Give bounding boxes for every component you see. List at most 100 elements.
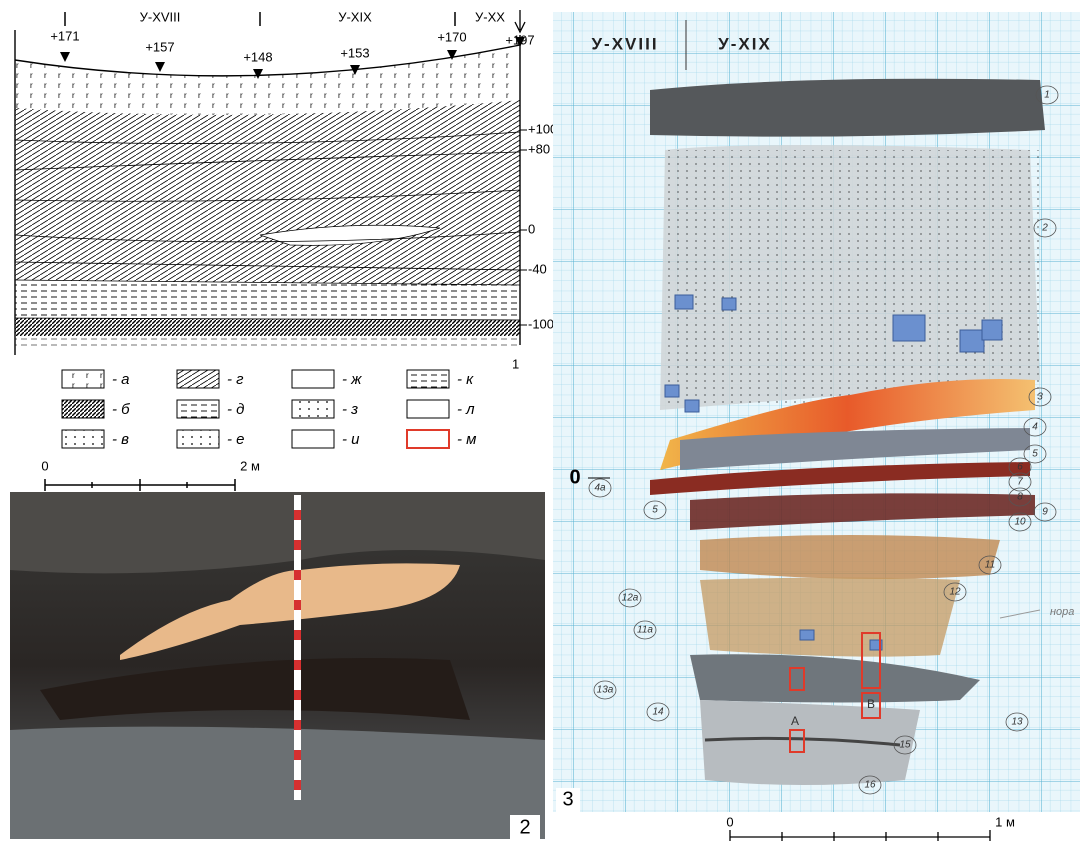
layer-13 — [690, 654, 980, 703]
legend-label: - м — [457, 431, 476, 448]
layer-11 — [700, 535, 1000, 579]
scale-bar — [729, 830, 991, 841]
legend-swatch — [176, 399, 220, 419]
panel-label: 2 — [519, 816, 530, 838]
layer-label: 2 — [1041, 223, 1048, 234]
layer-11a — [700, 577, 960, 657]
sample-box — [861, 692, 881, 719]
sample-box — [789, 667, 805, 691]
layer-label: 16 — [864, 780, 876, 791]
panel-section: +171+157+148 +153+170 +197+100+800-40-100 … — [14, 9, 557, 491]
scale-label: 0 — [726, 814, 733, 829]
note-leader — [999, 609, 1041, 619]
layer-circle — [1008, 512, 1032, 532]
marker — [515, 37, 525, 47]
legend-label: - и — [342, 431, 360, 448]
marker — [350, 65, 360, 75]
layer-circle — [618, 588, 642, 608]
legend-swatch — [176, 429, 220, 449]
layer-label: 11 — [985, 560, 995, 571]
layer-d-fill — [15, 336, 520, 350]
depth-label: +100 — [528, 121, 557, 136]
layer-circle — [1005, 712, 1029, 732]
square-label: А — [791, 714, 799, 728]
layer-label: 3 — [1037, 392, 1043, 403]
elevation: +171 — [50, 28, 79, 43]
sample-box — [789, 729, 805, 753]
layer-label: 13а — [597, 685, 614, 696]
layer-circle — [1023, 444, 1047, 464]
trench-label: У-XX — [475, 9, 505, 24]
layer-circle — [858, 775, 882, 795]
elevation: +153 — [340, 45, 369, 60]
legend-swatch — [61, 429, 105, 449]
depth-label: -40 — [528, 261, 547, 276]
legend-label: - а — [112, 371, 130, 388]
panel-label: 1 — [512, 356, 519, 371]
legend-swatch — [61, 399, 105, 419]
layer-label: 12а — [622, 593, 639, 604]
layer-circle — [943, 582, 967, 602]
legend-swatch — [176, 369, 220, 389]
scale-bar — [44, 479, 236, 491]
layer-circle — [593, 680, 617, 700]
legend-label: - к — [457, 371, 474, 388]
layer-circle — [643, 500, 667, 520]
label-bg — [510, 815, 540, 839]
layer-4 — [680, 428, 1030, 470]
dark-layer — [40, 658, 470, 720]
legend-label: - б — [112, 401, 130, 418]
surface — [14, 44, 521, 77]
square-label: В — [867, 697, 875, 711]
rod-marks — [294, 510, 301, 790]
trench-label: У-XIX — [718, 34, 772, 53]
depth-label: +80 — [528, 141, 550, 156]
layer-circle — [1008, 487, 1032, 507]
measuring-rod — [294, 495, 301, 800]
layer-circle — [1023, 417, 1047, 437]
layer-8 — [690, 493, 1035, 530]
legend-label: - з — [342, 401, 358, 418]
trench-separators — [64, 12, 456, 26]
marker — [253, 69, 263, 79]
legend-swatch — [61, 369, 105, 389]
layer-circle — [1033, 218, 1057, 238]
scale-label: 0 — [41, 458, 48, 473]
layer-label: 4а — [594, 483, 606, 494]
layer-circle — [588, 478, 612, 498]
layer-top-fill — [15, 45, 520, 115]
panel-drawing: У-XVIII У-XIX А В нора 0 123456789101112… — [553, 12, 1080, 841]
depth-label: 0 — [528, 221, 535, 236]
legend-swatch — [406, 369, 450, 389]
layer-label: 15 — [899, 740, 911, 751]
layer-1 — [650, 78, 1045, 137]
stones — [664, 294, 1003, 651]
layer-circle — [978, 555, 1002, 575]
legend-label: - л — [457, 401, 475, 418]
layer-label: 13 — [1011, 717, 1023, 728]
label-bg — [556, 788, 580, 812]
elevation: +148 — [243, 49, 272, 64]
legend: - а - б - в - г - д - е - ж - з - и - к - л - м — [61, 369, 476, 449]
layer-label: 5 — [652, 505, 658, 516]
trench-label: У-XIX — [338, 9, 372, 24]
layer-circle — [1033, 502, 1057, 522]
layer-15 — [704, 736, 901, 747]
panel-photo: 2 — [10, 492, 545, 839]
layer-b — [15, 318, 520, 336]
legend-swatch — [291, 399, 335, 419]
layer-circle — [1008, 472, 1032, 492]
layer-label: 7 — [1017, 477, 1023, 488]
section-border — [14, 30, 521, 355]
surface-markers: +171 +157 +148 +153 +170 +197 +100 +80 0 -40 -100 — [50, 28, 557, 331]
layer-label: 6 — [1017, 462, 1023, 473]
section-body — [15, 45, 520, 345]
layer-label: 5 — [1032, 449, 1038, 460]
legend-label: - в — [112, 431, 129, 448]
layer-label: 11а — [637, 625, 653, 636]
layer-circle — [1028, 387, 1052, 407]
scale-label: 1 м — [995, 814, 1015, 829]
photo-top — [10, 492, 545, 574]
marker — [155, 62, 165, 72]
